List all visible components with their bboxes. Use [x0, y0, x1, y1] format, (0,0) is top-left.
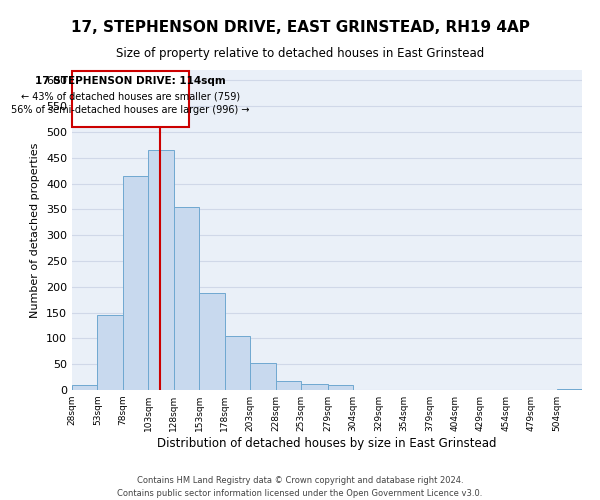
Text: Size of property relative to detached houses in East Grinstead: Size of property relative to detached ho…: [116, 48, 484, 60]
Bar: [224, 336, 250, 390]
Bar: [123, 176, 148, 390]
Bar: [250, 362, 275, 390]
Bar: [557, 389, 582, 390]
Bar: [72, 385, 97, 390]
Bar: [72, 71, 189, 127]
Bar: [148, 150, 174, 390]
Bar: [199, 293, 224, 390]
Bar: [97, 315, 123, 390]
Bar: [275, 380, 301, 390]
Text: ← 43% of detached houses are smaller (759): ← 43% of detached houses are smaller (75…: [21, 92, 240, 102]
Bar: [174, 207, 199, 390]
Text: 17, STEPHENSON DRIVE, EAST GRINSTEAD, RH19 4AP: 17, STEPHENSON DRIVE, EAST GRINSTEAD, RH…: [71, 20, 529, 35]
Y-axis label: Number of detached properties: Number of detached properties: [31, 142, 40, 318]
Text: 56% of semi-detached houses are larger (996) →: 56% of semi-detached houses are larger (…: [11, 106, 250, 116]
Text: Contains HM Land Registry data © Crown copyright and database right 2024.
Contai: Contains HM Land Registry data © Crown c…: [118, 476, 482, 498]
Bar: [301, 384, 328, 390]
X-axis label: Distribution of detached houses by size in East Grinstead: Distribution of detached houses by size …: [157, 437, 497, 450]
Bar: [328, 385, 353, 390]
Text: 17 STEPHENSON DRIVE: 114sqm: 17 STEPHENSON DRIVE: 114sqm: [35, 76, 226, 86]
